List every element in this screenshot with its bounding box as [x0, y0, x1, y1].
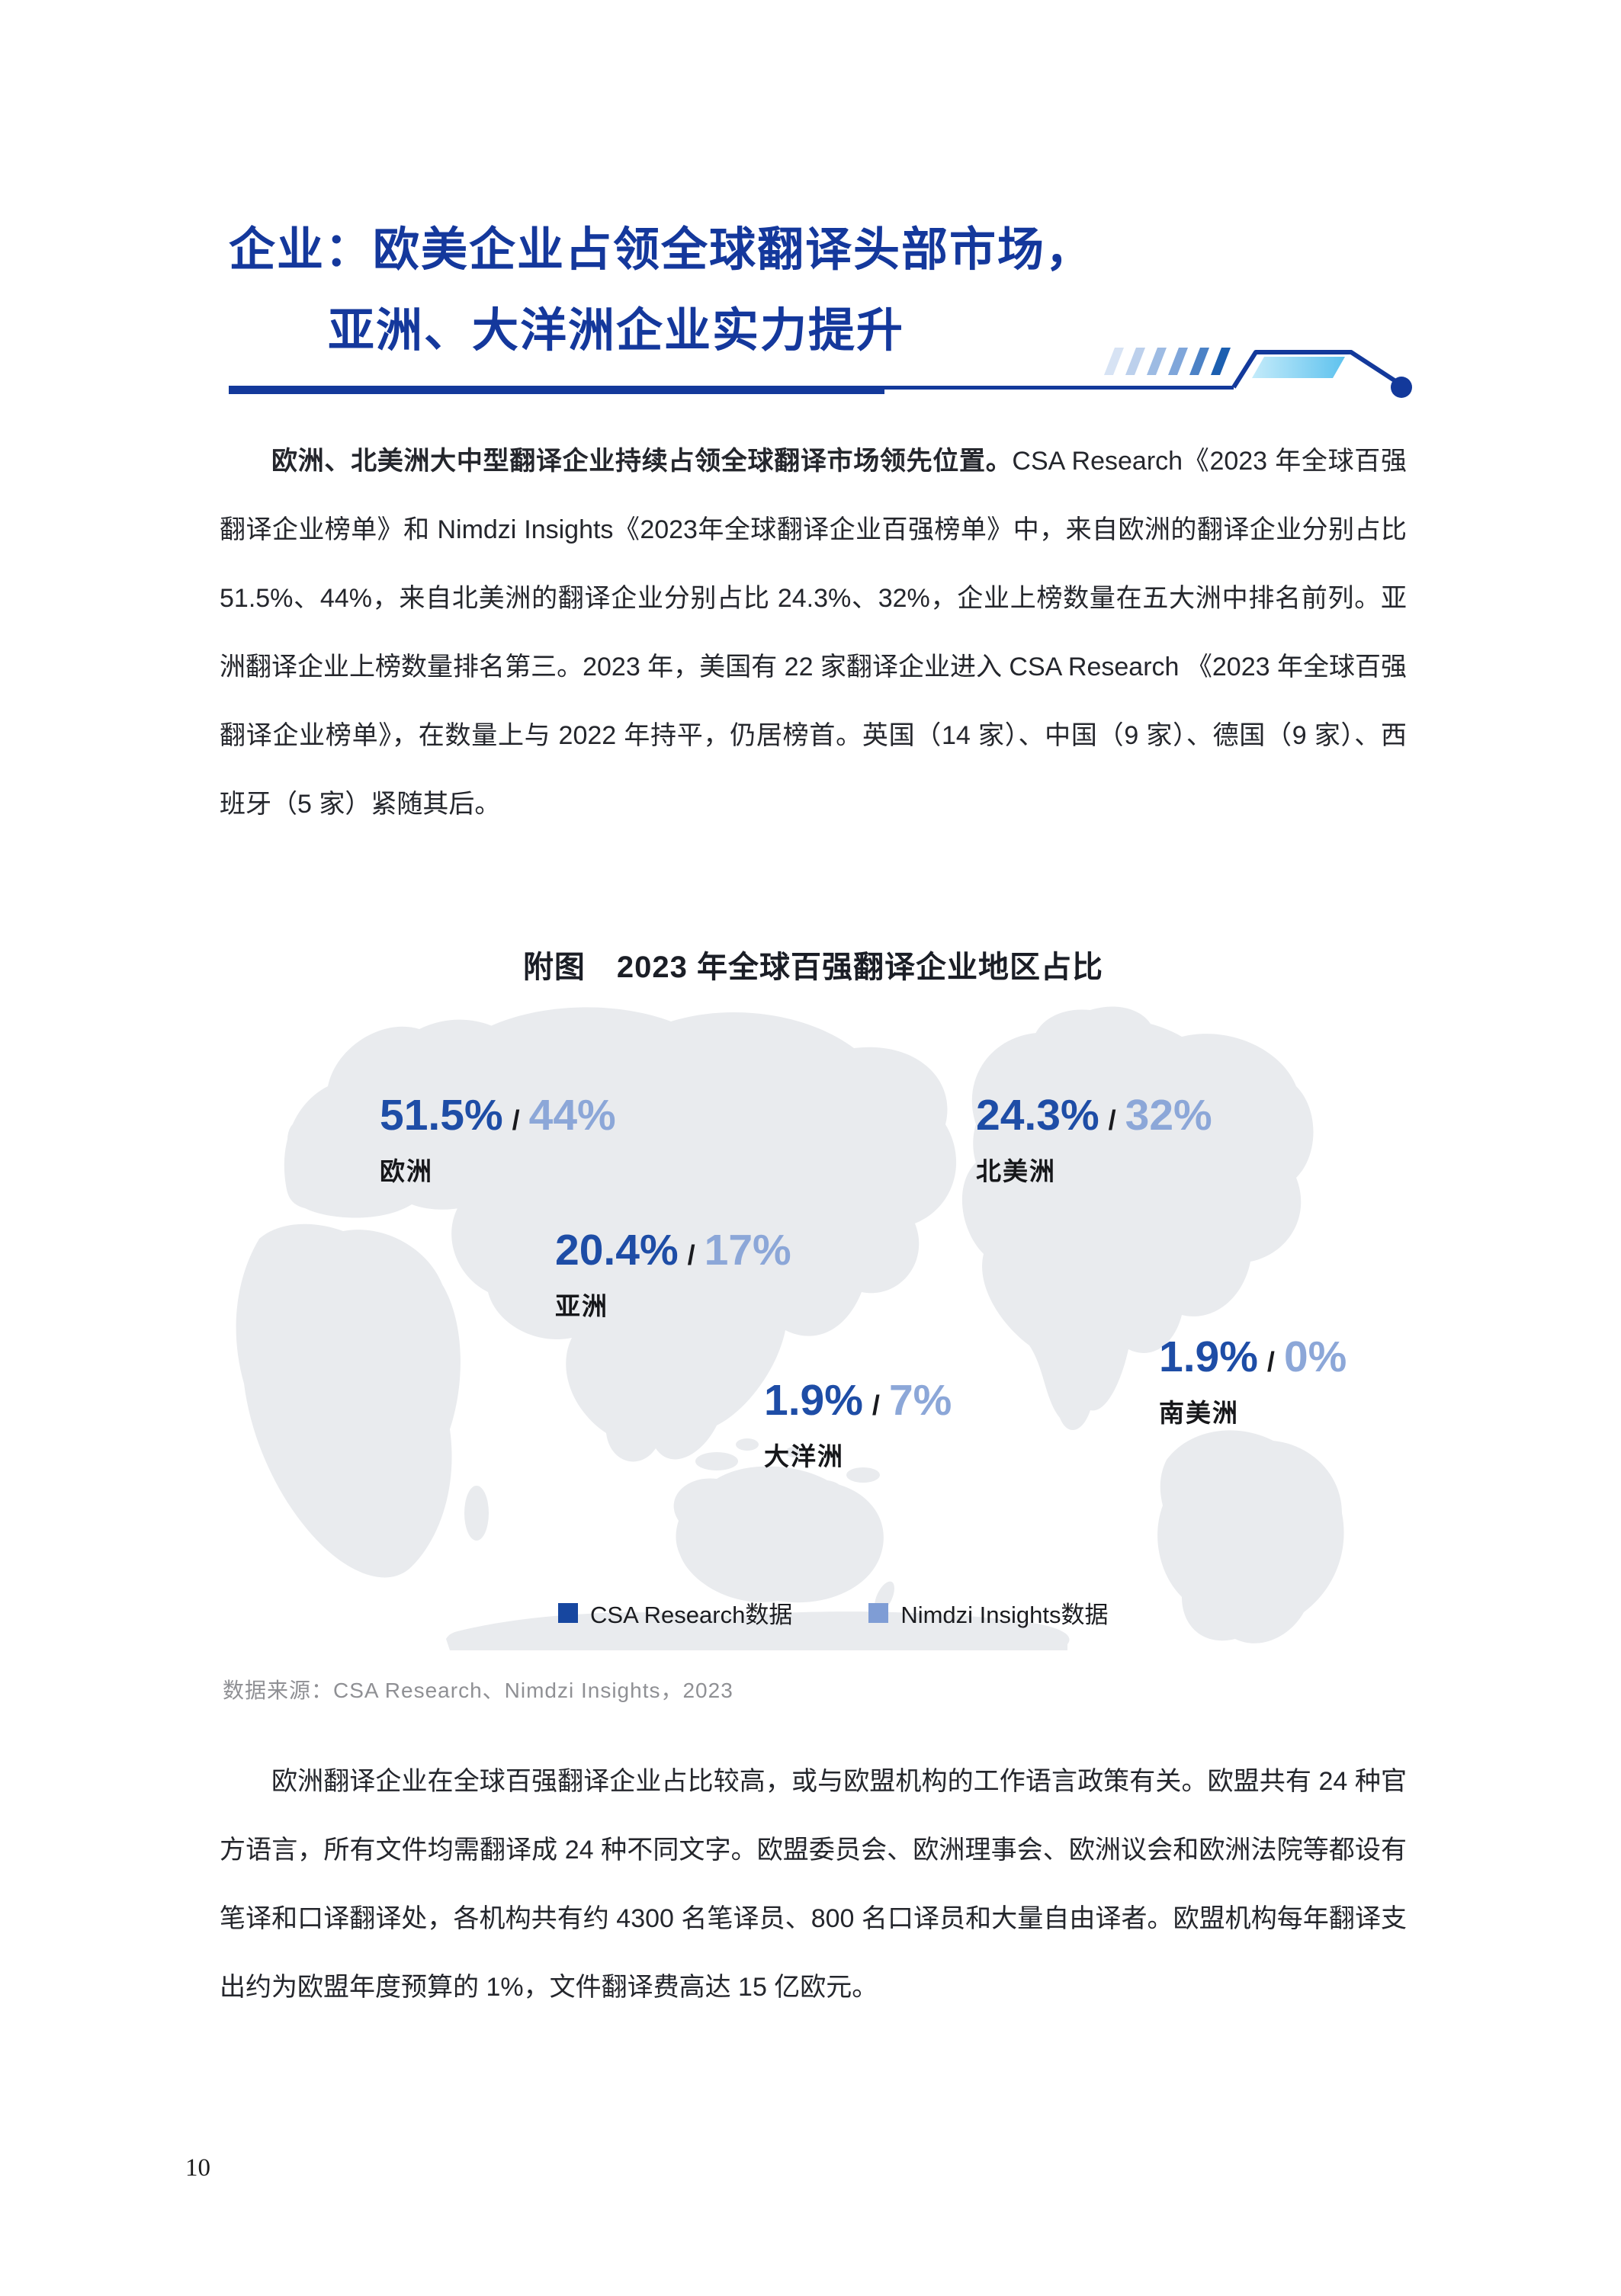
- legend-swatch-icon: [558, 1602, 578, 1623]
- region-label-oceania: 1.9%/7% 大洋洲: [764, 1376, 952, 1470]
- paragraph-1: 欧洲、北美洲大中型翻译企业持续占领全球翻译市场领先位置。CSA Research…: [220, 427, 1407, 839]
- section-title: 企业：欧美企业占领全球翻译头部市场， 亚洲、大洋洲企业实力提升: [229, 223, 1093, 357]
- figure-title: 附图 2023 年全球百强翻译企业地区占比: [522, 951, 1104, 984]
- region-label-asia: 20.4%/17% 亚洲: [555, 1226, 791, 1320]
- section-title-line1: 企业：欧美企业占领全球翻译头部市场，: [229, 223, 1094, 275]
- end-dot-icon: [1391, 377, 1412, 398]
- gradient-bar-icon: [1252, 357, 1345, 378]
- paragraph-1-bold-lead: 欧洲、北美洲大中型翻译企业持续占领全球翻译市场领先位置。: [271, 447, 1013, 476]
- paragraph-1-rest: CSA Research《2023 年全球百强翻译企业榜单》和 Nimdzi I…: [220, 447, 1408, 819]
- legend-swatch-icon: [868, 1602, 889, 1623]
- legend-item-0: CSA Research数据: [558, 1595, 792, 1630]
- section-title-line2: 亚洲、大洋洲企业实力提升: [328, 304, 905, 356]
- region-label-north-america: 24.3%/32% 北美洲: [976, 1091, 1212, 1185]
- legend-item-1: Nimdzi Insights数据: [868, 1595, 1109, 1630]
- figure-source: 数据来源：CSA Research、Nimdzi Insights，2023: [223, 1679, 733, 1702]
- map-legend: CSA Research数据 Nimdzi Insights数据: [558, 1595, 1109, 1630]
- figure-map: 51.5%/44% 欧洲 24.3%/32% 北美洲 20.4%/17% 亚洲 1.9%/7…: [213, 987, 1418, 1650]
- connector-line-icon: [1231, 350, 1403, 389]
- world-map: [236, 1006, 1344, 1650]
- title-underline-thin: [884, 386, 1234, 390]
- region-label-europe: 51.5%/44% 欧洲: [380, 1091, 616, 1185]
- region-label-south-america: 1.9%/0% 南美洲: [1159, 1332, 1347, 1427]
- page-number: 10: [185, 2154, 210, 2182]
- legend-label: Nimdzi Insights数据: [900, 1602, 1109, 1628]
- paragraph-2: 欧洲翻译企业在全球百强翻译企业占比较高，或与欧盟机构的工作语言政策有关。欧盟共有…: [220, 1767, 1407, 2002]
- title-underline: [229, 386, 884, 394]
- legend-label: CSA Research数据: [590, 1602, 793, 1628]
- title-rule-decoration: [229, 348, 1412, 398]
- map-overlay: 51.5%/44% 欧洲 24.3%/32% 北美洲 20.4%/17% 亚洲 1.9%/7…: [213, 987, 1418, 1650]
- slash-decoration-icon: [1104, 348, 1231, 375]
